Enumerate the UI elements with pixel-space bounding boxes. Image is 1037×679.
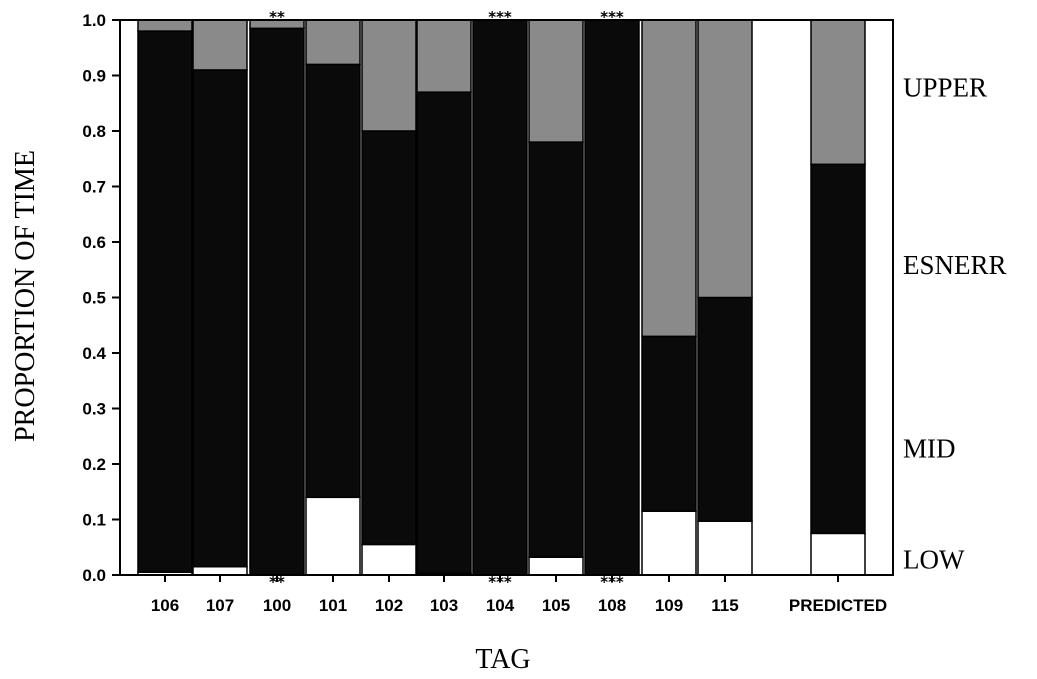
x-tick-label: 103 [430, 596, 458, 615]
bar-group [138, 20, 865, 575]
zone-label-esnerr: ESNERR [903, 250, 1007, 280]
bar-segment-103-2 [417, 20, 471, 92]
x-tick-label: 106 [151, 596, 179, 615]
zone-labels: UPPER ESNERR MID LOW [903, 73, 1007, 575]
bar-segment-PREDICTED-1 [811, 164, 865, 533]
significance-marker-top: *** [600, 8, 624, 26]
bar-segment-115-0 [698, 521, 752, 575]
bar-segment-PREDICTED-2 [811, 20, 865, 164]
bar-segment-105-1 [529, 142, 583, 557]
zone-label-low: LOW [903, 544, 965, 574]
bar-segment-107-2 [193, 20, 247, 70]
bar-segment-108-1 [585, 20, 639, 575]
significance-marker-top: ** [269, 8, 285, 26]
zone-label-mid: MID [903, 433, 956, 463]
x-tick-label: 102 [375, 596, 403, 615]
bar-segment-102-1 [362, 131, 416, 544]
zone-label-upper: UPPER [903, 73, 987, 103]
bar-segment-103-1 [417, 92, 471, 573]
bar-segment-106-2 [138, 20, 192, 31]
y-tick-label: 1.0 [82, 11, 106, 30]
x-tick-label: 101 [319, 596, 347, 615]
y-tick-label: 0.8 [82, 122, 106, 141]
y-tick-label: 0.7 [82, 178, 106, 197]
y-tick-label: 0.9 [82, 67, 106, 86]
x-tick-label: 108 [598, 596, 626, 615]
bar-segment-100-1 [250, 28, 304, 575]
bar-segment-102-0 [362, 544, 416, 575]
x-tick-label: 107 [206, 596, 234, 615]
y-tick-label: 0.1 [82, 511, 106, 530]
y-axis-title: PROPORTION OF TIME [10, 150, 41, 442]
y-tick-label: 0.5 [82, 289, 106, 308]
bar-segment-115-1 [698, 298, 752, 522]
bar-segment-101-2 [306, 20, 360, 64]
x-tick-label: 104 [486, 596, 515, 615]
bar-segment-106-1 [138, 31, 192, 572]
bar-segment-105-0 [529, 557, 583, 575]
bar-segment-109-0 [642, 511, 696, 575]
bar-segment-101-0 [306, 497, 360, 575]
bar-segment-115-2 [698, 20, 752, 298]
bar-segment-PREDICTED-0 [811, 533, 865, 575]
bar-segment-109-1 [642, 336, 696, 511]
x-tick-label: 115 [711, 596, 738, 615]
bar-segment-104-1 [473, 20, 527, 575]
bar-segment-107-0 [193, 567, 247, 575]
y-tick-label: 0.2 [82, 455, 106, 474]
y-tick-label: 0.0 [82, 566, 106, 585]
x-tick-label: 105 [542, 596, 570, 615]
bar-segment-102-2 [362, 20, 416, 131]
y-tick-label: 0.6 [82, 233, 106, 252]
x-tick-label: 100 [263, 596, 291, 615]
y-tick-label: 0.3 [82, 400, 106, 419]
bar-segment-101-1 [306, 64, 360, 497]
x-tick-label: 109 [655, 596, 683, 615]
x-axis-title: TAG [475, 644, 530, 675]
bar-segment-107-1 [193, 70, 247, 567]
bar-segment-109-2 [642, 20, 696, 336]
y-tick-label: 0.4 [82, 344, 106, 363]
significance-marker-top: *** [488, 8, 512, 26]
x-tick-label: PREDICTED [789, 596, 887, 615]
bar-segment-105-2 [529, 20, 583, 142]
